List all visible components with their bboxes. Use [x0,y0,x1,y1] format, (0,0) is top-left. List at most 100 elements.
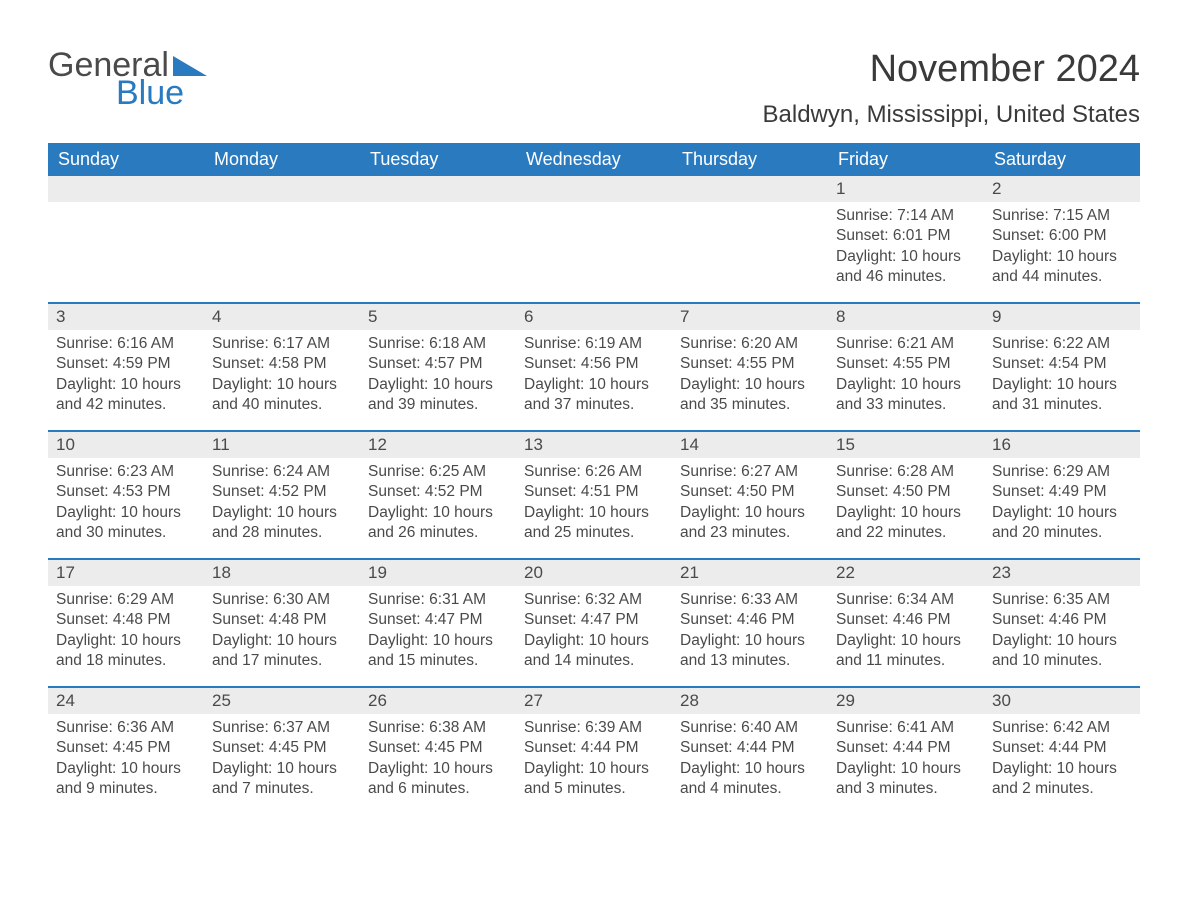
sunset-text: Sunset: 4:46 PM [836,610,976,630]
sunrise-text: Sunrise: 6:21 AM [836,334,976,354]
calendar-cell: 23Sunrise: 6:35 AMSunset: 4:46 PMDayligh… [984,560,1140,686]
day-number [516,176,672,202]
page-header: General Blue November 2024 Baldwyn, Miss… [48,48,1140,129]
day-body: Sunrise: 6:23 AMSunset: 4:53 PMDaylight:… [48,458,204,552]
day-number: 1 [828,176,984,202]
title-block: November 2024 Baldwyn, Mississippi, Unit… [763,48,1140,129]
sunrise-text: Sunrise: 6:34 AM [836,590,976,610]
day-number [204,176,360,202]
day-number: 2 [984,176,1140,202]
day-body: Sunrise: 6:37 AMSunset: 4:45 PMDaylight:… [204,714,360,808]
calendar-cell: 30Sunrise: 6:42 AMSunset: 4:44 PMDayligh… [984,688,1140,814]
sunset-text: Sunset: 4:48 PM [56,610,196,630]
day-number: 16 [984,432,1140,458]
calendar-cell: 15Sunrise: 6:28 AMSunset: 4:50 PMDayligh… [828,432,984,558]
day-body: Sunrise: 6:29 AMSunset: 4:49 PMDaylight:… [984,458,1140,552]
sunset-text: Sunset: 4:44 PM [992,738,1132,758]
sunset-text: Sunset: 4:52 PM [368,482,508,502]
sunrise-text: Sunrise: 7:15 AM [992,206,1132,226]
sunset-text: Sunset: 4:50 PM [836,482,976,502]
day-number: 4 [204,304,360,330]
day-body: Sunrise: 6:17 AMSunset: 4:58 PMDaylight:… [204,330,360,424]
sunset-text: Sunset: 4:44 PM [836,738,976,758]
weekday-header-row: SundayMondayTuesdayWednesdayThursdayFrid… [48,143,1140,176]
daylight-text: Daylight: 10 hours and 33 minutes. [836,375,976,416]
calendar-week: 24Sunrise: 6:36 AMSunset: 4:45 PMDayligh… [48,686,1140,814]
day-number: 26 [360,688,516,714]
calendar-cell: 5Sunrise: 6:18 AMSunset: 4:57 PMDaylight… [360,304,516,430]
sunrise-text: Sunrise: 6:36 AM [56,718,196,738]
day-body: Sunrise: 6:31 AMSunset: 4:47 PMDaylight:… [360,586,516,680]
calendar-cell: 8Sunrise: 6:21 AMSunset: 4:55 PMDaylight… [828,304,984,430]
daylight-text: Daylight: 10 hours and 14 minutes. [524,631,664,672]
sunset-text: Sunset: 4:56 PM [524,354,664,374]
daylight-text: Daylight: 10 hours and 23 minutes. [680,503,820,544]
day-body: Sunrise: 6:40 AMSunset: 4:44 PMDaylight:… [672,714,828,808]
day-body: Sunrise: 6:41 AMSunset: 4:44 PMDaylight:… [828,714,984,808]
daylight-text: Daylight: 10 hours and 10 minutes. [992,631,1132,672]
day-number: 11 [204,432,360,458]
sunset-text: Sunset: 4:55 PM [836,354,976,374]
day-body: Sunrise: 7:15 AMSunset: 6:00 PMDaylight:… [984,202,1140,296]
logo-text-blue: Blue [116,76,207,110]
sunrise-text: Sunrise: 6:39 AM [524,718,664,738]
day-number: 5 [360,304,516,330]
sunset-text: Sunset: 4:46 PM [680,610,820,630]
daylight-text: Daylight: 10 hours and 31 minutes. [992,375,1132,416]
calendar-cell: 13Sunrise: 6:26 AMSunset: 4:51 PMDayligh… [516,432,672,558]
sunset-text: Sunset: 4:50 PM [680,482,820,502]
calendar-cell [672,176,828,302]
daylight-text: Daylight: 10 hours and 3 minutes. [836,759,976,800]
daylight-text: Daylight: 10 hours and 15 minutes. [368,631,508,672]
daylight-text: Daylight: 10 hours and 28 minutes. [212,503,352,544]
day-number: 7 [672,304,828,330]
day-number: 17 [48,560,204,586]
sunset-text: Sunset: 4:45 PM [368,738,508,758]
calendar-cell: 12Sunrise: 6:25 AMSunset: 4:52 PMDayligh… [360,432,516,558]
day-body: Sunrise: 6:35 AMSunset: 4:46 PMDaylight:… [984,586,1140,680]
daylight-text: Daylight: 10 hours and 40 minutes. [212,375,352,416]
sunset-text: Sunset: 6:00 PM [992,226,1132,246]
day-number: 22 [828,560,984,586]
day-number: 21 [672,560,828,586]
sunrise-text: Sunrise: 6:41 AM [836,718,976,738]
sunrise-text: Sunrise: 6:22 AM [992,334,1132,354]
day-number [48,176,204,202]
day-body: Sunrise: 6:24 AMSunset: 4:52 PMDaylight:… [204,458,360,552]
daylight-text: Daylight: 10 hours and 2 minutes. [992,759,1132,800]
calendar-week: 17Sunrise: 6:29 AMSunset: 4:48 PMDayligh… [48,558,1140,686]
daylight-text: Daylight: 10 hours and 5 minutes. [524,759,664,800]
day-number: 28 [672,688,828,714]
day-body: Sunrise: 6:32 AMSunset: 4:47 PMDaylight:… [516,586,672,680]
sunset-text: Sunset: 4:47 PM [524,610,664,630]
calendar-cell: 11Sunrise: 6:24 AMSunset: 4:52 PMDayligh… [204,432,360,558]
sunset-text: Sunset: 4:53 PM [56,482,196,502]
calendar-cell: 16Sunrise: 6:29 AMSunset: 4:49 PMDayligh… [984,432,1140,558]
day-number: 27 [516,688,672,714]
day-number: 20 [516,560,672,586]
sunset-text: Sunset: 4:46 PM [992,610,1132,630]
calendar-cell: 7Sunrise: 6:20 AMSunset: 4:55 PMDaylight… [672,304,828,430]
day-body: Sunrise: 7:14 AMSunset: 6:01 PMDaylight:… [828,202,984,296]
daylight-text: Daylight: 10 hours and 13 minutes. [680,631,820,672]
day-number [672,176,828,202]
weekday-header: Tuesday [360,143,516,176]
calendar-cell [204,176,360,302]
calendar-cell: 1Sunrise: 7:14 AMSunset: 6:01 PMDaylight… [828,176,984,302]
sunrise-text: Sunrise: 6:28 AM [836,462,976,482]
calendar-cell: 2Sunrise: 7:15 AMSunset: 6:00 PMDaylight… [984,176,1140,302]
sunset-text: Sunset: 4:47 PM [368,610,508,630]
calendar-cell [48,176,204,302]
daylight-text: Daylight: 10 hours and 30 minutes. [56,503,196,544]
calendar-cell: 20Sunrise: 6:32 AMSunset: 4:47 PMDayligh… [516,560,672,686]
sunrise-text: Sunrise: 6:32 AM [524,590,664,610]
sunrise-text: Sunrise: 6:27 AM [680,462,820,482]
calendar-cell [516,176,672,302]
day-number: 18 [204,560,360,586]
daylight-text: Daylight: 10 hours and 11 minutes. [836,631,976,672]
day-number: 9 [984,304,1140,330]
sunset-text: Sunset: 4:54 PM [992,354,1132,374]
sunset-text: Sunset: 4:57 PM [368,354,508,374]
sunrise-text: Sunrise: 6:19 AM [524,334,664,354]
calendar-cell: 27Sunrise: 6:39 AMSunset: 4:44 PMDayligh… [516,688,672,814]
